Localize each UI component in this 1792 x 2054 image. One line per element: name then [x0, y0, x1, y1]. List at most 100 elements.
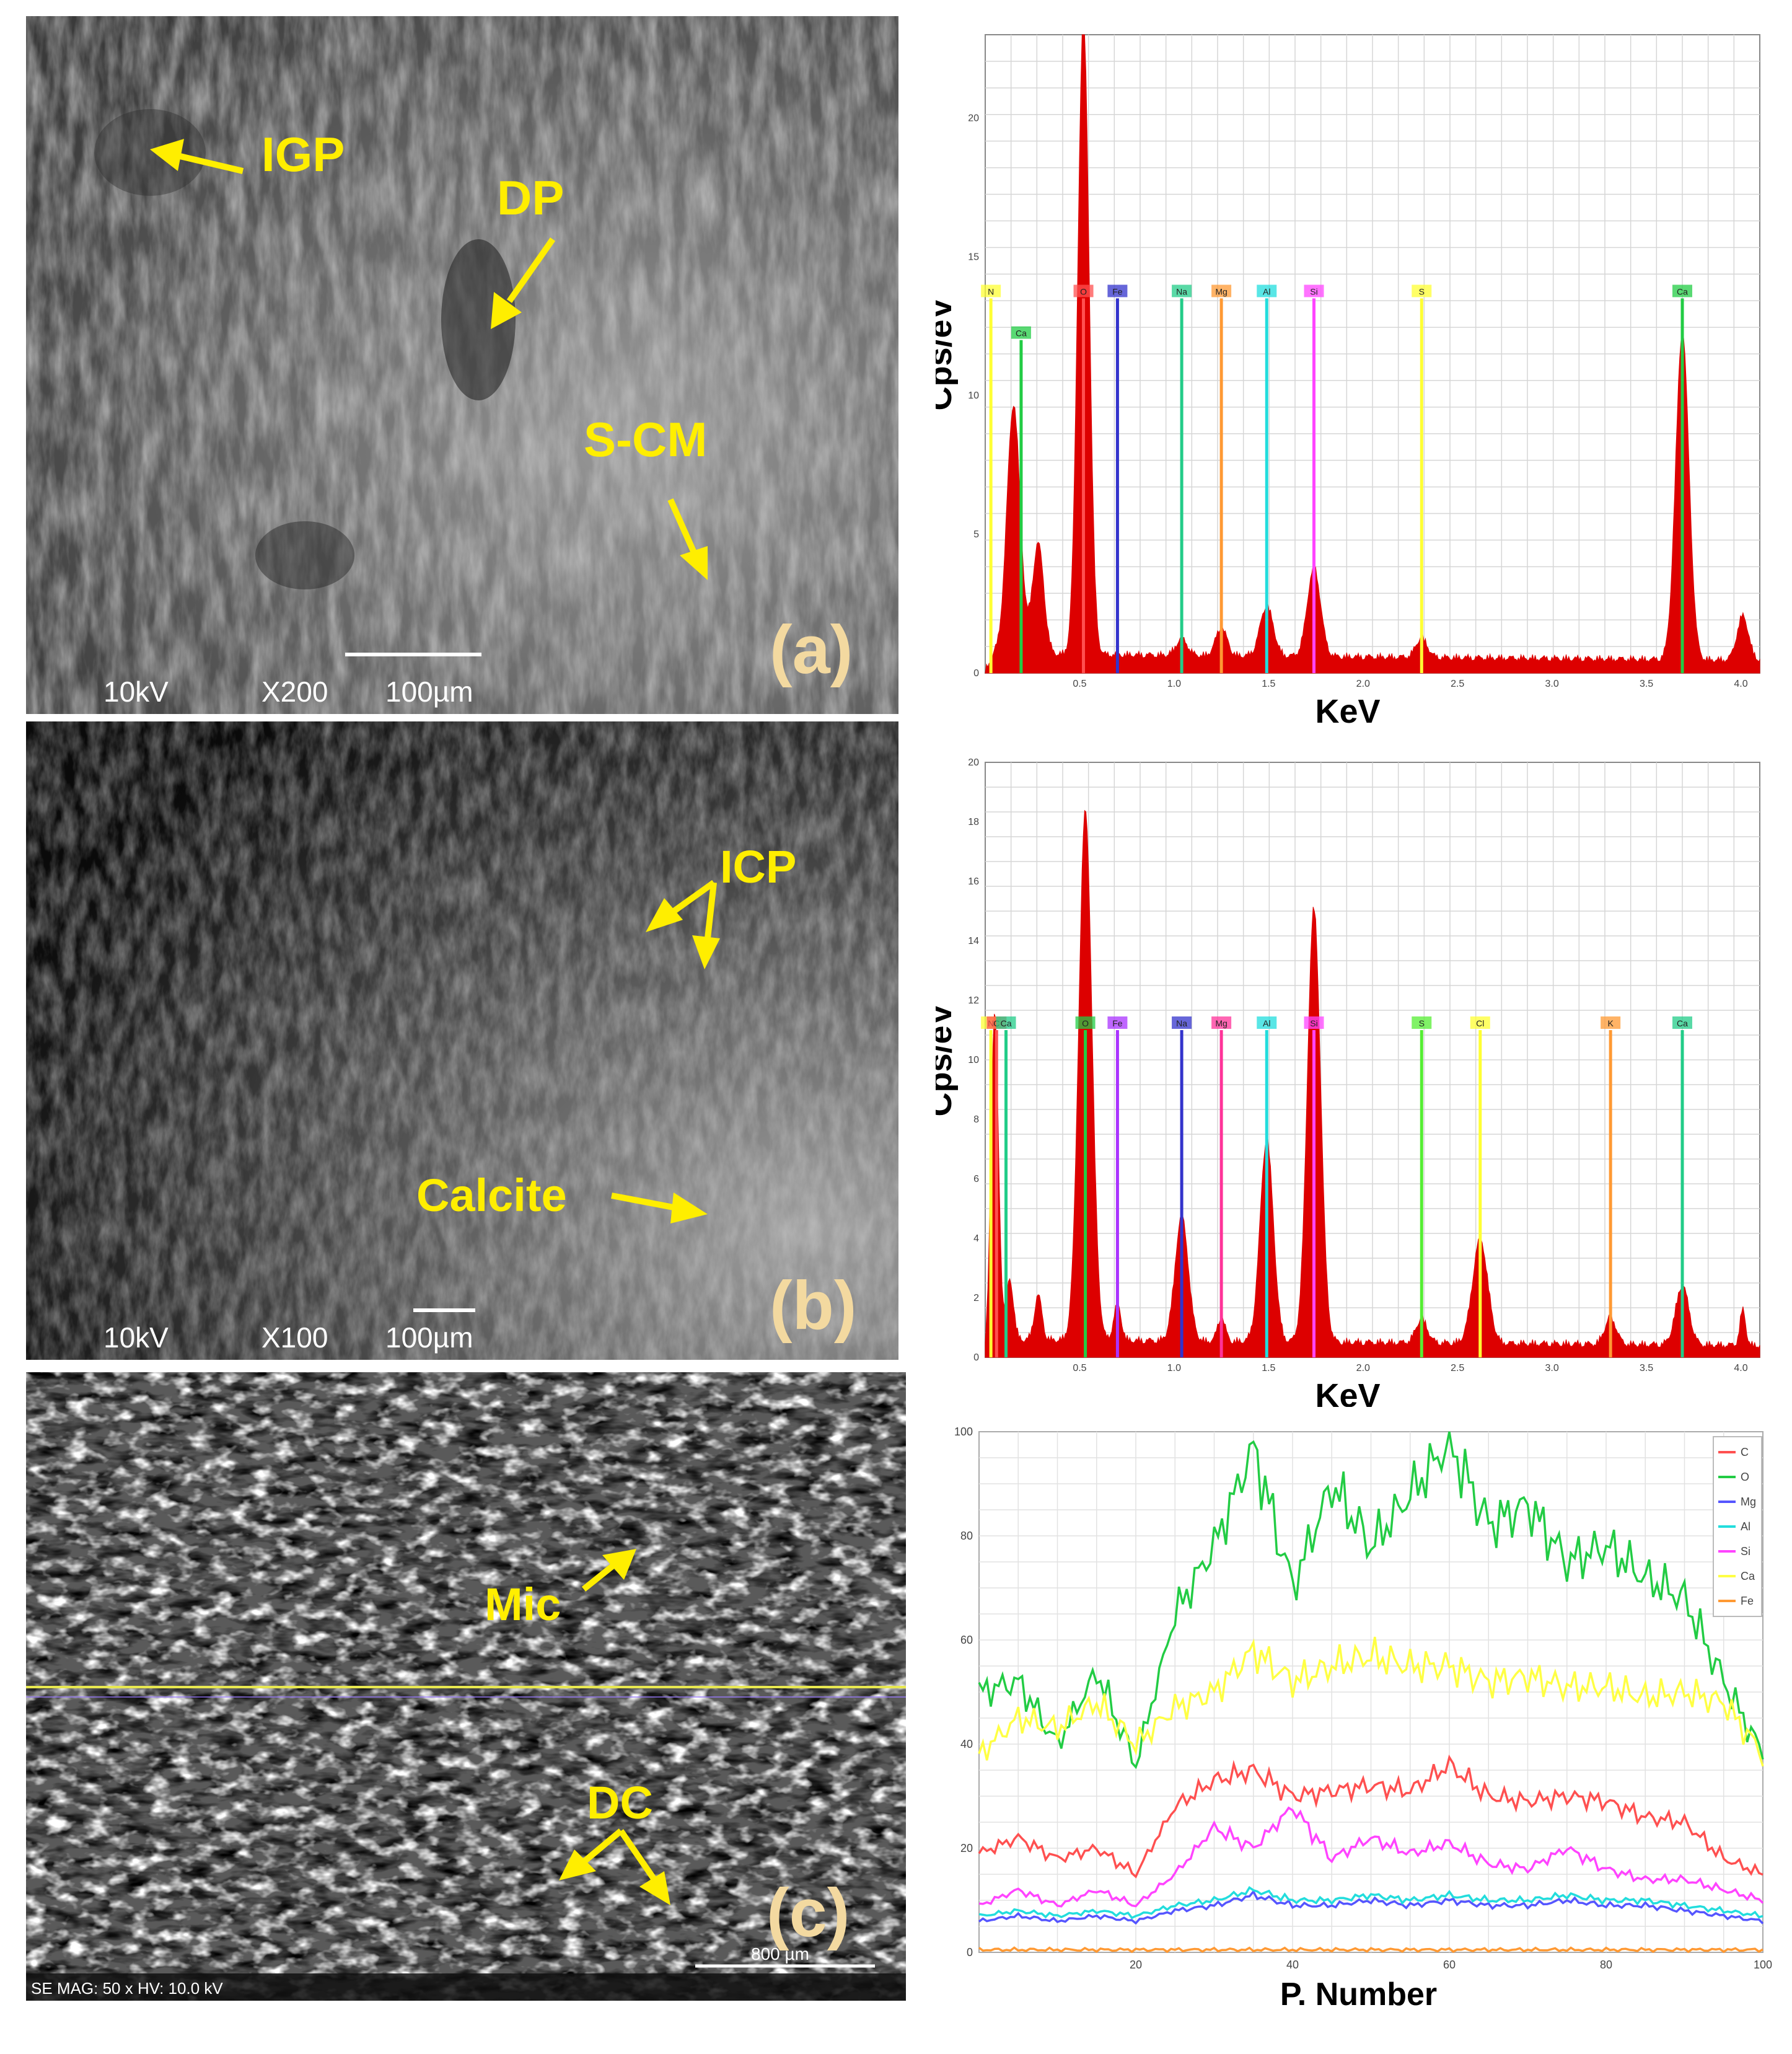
sem-b-arrows: [611, 879, 720, 1223]
icp-arrowhead-1: [646, 898, 683, 932]
element-marker-label: Cl: [1476, 1018, 1484, 1028]
x-axis-title: KeV: [1315, 1377, 1380, 1407]
x-tick-label: 4.0: [1734, 1363, 1747, 1373]
dc-arrowhead-2: [639, 1871, 670, 1905]
element-marker-label: Na: [1176, 286, 1187, 296]
x-axis-title: P. Number: [1280, 1977, 1437, 2012]
x-tick-label: 2.5: [1451, 1363, 1464, 1373]
element-marker-tag: [1672, 284, 1692, 298]
element-marker-label: Mg: [1215, 286, 1227, 296]
y-axis-title: Cps/eV: [936, 1003, 959, 1116]
y-tick-label: 0: [967, 1946, 973, 1959]
sem-image-b: ICP Calcite (b) 10kV X100 100µm: [26, 721, 898, 1360]
legend-label: Al: [1741, 1520, 1750, 1533]
element-marker-label: Mg: [1215, 1018, 1227, 1028]
eds-spectrum-a: N Ca O Fe Na Mg Al Si S Ca 0.5 1.0 1.5 2.0 2.5 3.0 3.5 4.…: [936, 16, 1772, 729]
y-tick-label: 14: [968, 936, 979, 946]
y-tick-label: 10: [968, 390, 979, 401]
legend-label: O: [1741, 1471, 1749, 1483]
y-tick-label: 80: [960, 1530, 973, 1542]
sem-b-svg: ICP Calcite (b) 10kV X100 100µm: [26, 721, 898, 1360]
y-tick-label: 15: [968, 252, 979, 262]
legend-label: Mg: [1741, 1496, 1756, 1508]
line-scan-profile: C O Mg Al Si Ca Fe 20 40 60 80 100 0 20 40 60 80 100 P. Nu…: [936, 1413, 1772, 2039]
element-marker-label: O: [1080, 286, 1087, 296]
eds-spectrum-b-svg: NCCaOFeNaMgAlSiSClKCa0.51.01.52.02.53.03…: [936, 757, 1760, 1407]
y-tick-label: 20: [968, 757, 979, 768]
element-marker-label: S: [1419, 286, 1425, 296]
y-tick-label: 40: [960, 1738, 973, 1750]
sem-a-pore: [94, 109, 206, 196]
info-magnification-a: X200: [261, 676, 328, 708]
element-marker-tag: [1211, 284, 1232, 298]
x-tick-label: 3.0: [1545, 679, 1559, 689]
element-marker-tag: [1172, 284, 1192, 298]
info-scale-a: 100µm: [385, 676, 473, 708]
x-tick-label: 3.5: [1640, 1363, 1653, 1373]
x-tick-label: 4.0: [1734, 679, 1747, 689]
element-marker-tag: [1470, 1016, 1490, 1029]
element-marker-tag: [1601, 1016, 1621, 1029]
y-tick-label: 0: [973, 1352, 979, 1363]
x-tick-label: 80: [1600, 1959, 1612, 1971]
x-tick-label: 1.5: [1262, 1363, 1275, 1373]
icp-arrow-1: [669, 879, 716, 917]
element-marker-tag: [996, 1016, 1016, 1029]
element-marker-label: Al: [1263, 286, 1270, 296]
x-tick-label: 2.0: [1356, 1363, 1370, 1373]
info-magnification-b: X100: [261, 1321, 328, 1354]
dp-arrow: [506, 237, 556, 303]
info-voltage-b: 10kV: [103, 1321, 169, 1354]
dp-arrowhead: [491, 292, 522, 329]
series-line-ca: [978, 1636, 1764, 1767]
info-scale-c: 800 µm: [751, 1944, 809, 1964]
info-scale-b: 100µm: [385, 1321, 473, 1354]
calcite-arrowhead: [670, 1192, 708, 1223]
element-marker-tag: [1412, 284, 1432, 298]
y-tick-label: 16: [968, 876, 979, 887]
element-marker-tag: [1011, 326, 1031, 339]
icp-arrowhead-2: [692, 935, 720, 969]
sem-a-svg: IGP DP S-CM (a) 10kV X200 100µm: [26, 16, 898, 714]
x-tick-label: 1.0: [1167, 1363, 1181, 1373]
eds-spectrum-b: NCCaOFeNaMgAlSiSClKCa0.51.01.52.02.53.03…: [936, 744, 1772, 1407]
label-mic: Mic: [485, 1579, 561, 1630]
label-igp: IGP: [261, 127, 345, 182]
y-tick-label: 2: [973, 1293, 979, 1303]
dc-arrowhead-1: [559, 1849, 596, 1880]
element-marker-label: Ca: [1001, 1018, 1012, 1028]
series-line-si: [978, 1806, 1764, 1908]
scm-arrow: [667, 498, 698, 557]
eds-spectrum-a-svg: N Ca O Fe Na Mg Al Si S Ca 0.5 1.0 1.5 2.0 2.5 3.0 3.5 4.…: [936, 34, 1760, 729]
label-calcite: Calcite: [416, 1170, 567, 1221]
element-marker-label: Al: [1263, 1018, 1270, 1028]
panel-letter-b: (b): [770, 1267, 856, 1344]
y-tick-label: 18: [968, 817, 979, 827]
info-voltage-a: 10kV: [103, 676, 169, 708]
y-axis-title: Cps/eV: [936, 297, 959, 410]
series-line-al: [978, 1886, 1763, 1920]
element-marker-tag: [1075, 1016, 1096, 1029]
y-tick-label: 60: [960, 1634, 973, 1646]
sem-b-texture: [26, 721, 898, 1360]
y-tick-label: 4: [973, 1233, 979, 1244]
y-tick-label: 5: [973, 529, 979, 540]
element-marker-tag: [1412, 1016, 1432, 1029]
mic-arrow: [581, 1562, 617, 1592]
dc-arrow-1: [581, 1828, 623, 1864]
y-tick-label: 12: [968, 995, 979, 1006]
panel-letter-c: (c): [766, 1875, 850, 1951]
x-tick-label: 2.0: [1356, 679, 1370, 689]
y-tick-label: 20: [960, 1842, 973, 1854]
y-tick-label: 6: [973, 1174, 979, 1184]
y-tick-label: 100: [954, 1426, 973, 1438]
label-icp: ICP: [720, 841, 796, 893]
x-tick-label: 100: [1754, 1959, 1772, 1971]
y-tick-label: 20: [968, 113, 979, 123]
element-marker-label: Si: [1310, 1018, 1317, 1028]
sem-a-pore: [441, 239, 516, 400]
element-marker-label: Fe: [1112, 286, 1123, 296]
panel-letter-a: (a): [770, 612, 853, 688]
dc-arrow-2: [618, 1829, 658, 1882]
sem-a-arrows: [150, 139, 708, 580]
